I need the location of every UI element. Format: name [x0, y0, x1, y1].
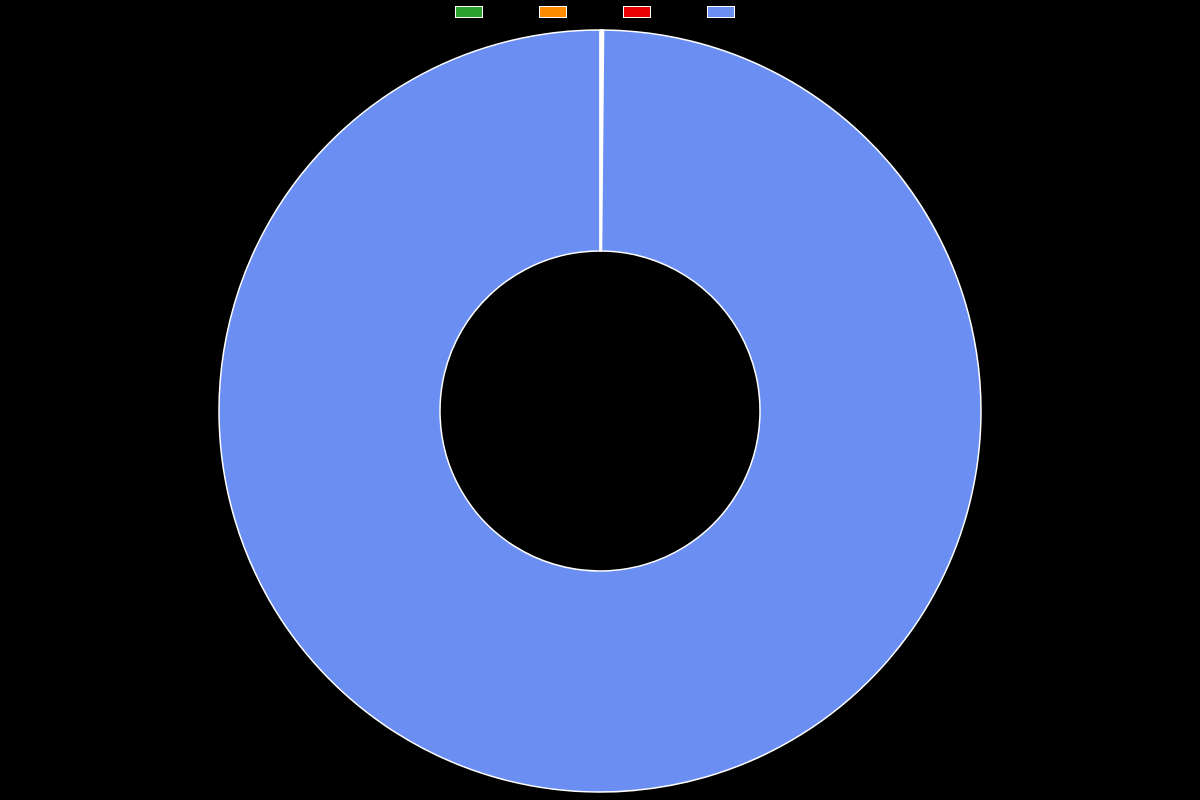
legend-item-1: [539, 6, 577, 18]
legend-swatch-3: [707, 6, 735, 18]
legend-swatch-0: [455, 6, 483, 18]
legend-label-1: [573, 6, 577, 18]
page-root: [0, 0, 1200, 800]
legend-label-0: [489, 6, 493, 18]
chart-legend: [0, 6, 1200, 18]
legend-item-0: [455, 6, 493, 18]
donut-chart: [0, 22, 1200, 800]
legend-item-3: [707, 6, 745, 18]
legend-swatch-2: [623, 6, 651, 18]
chart-container: [0, 22, 1200, 800]
legend-label-2: [657, 6, 661, 18]
legend-item-2: [623, 6, 661, 18]
legend-label-3: [741, 6, 745, 18]
legend-swatch-1: [539, 6, 567, 18]
